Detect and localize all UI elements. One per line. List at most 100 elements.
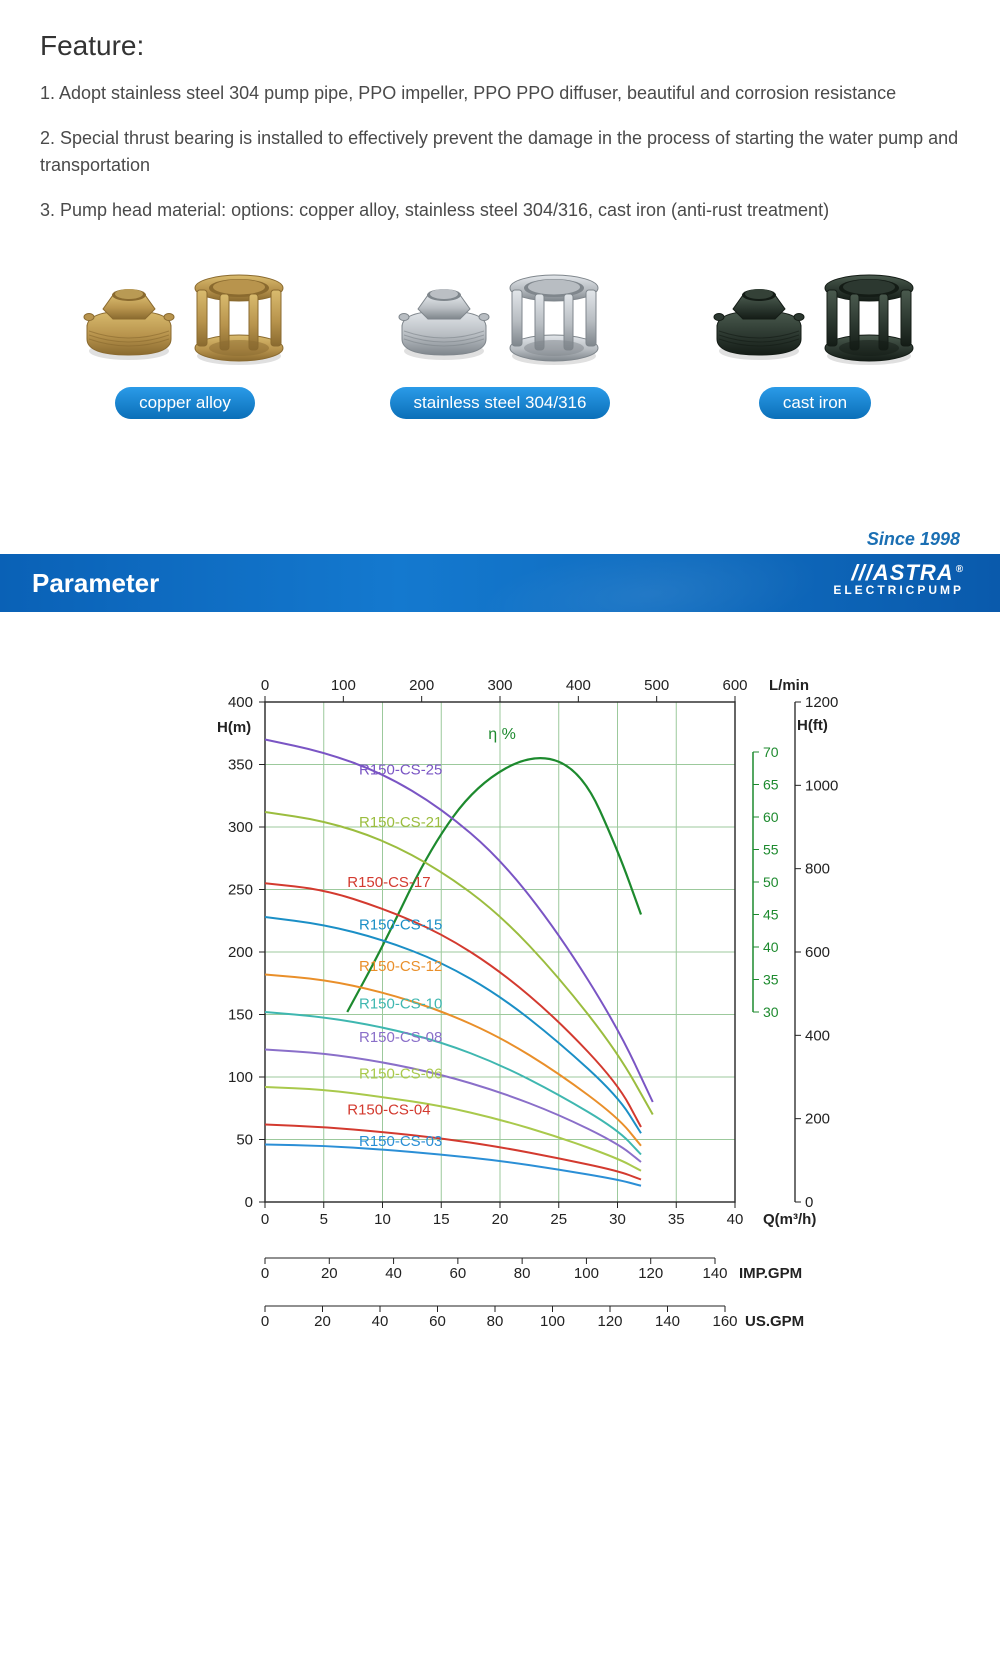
svg-text:350: 350	[228, 757, 253, 774]
material-images	[79, 264, 292, 369]
parameter-banner: Parameter ///ASTRA® ELECTRICPUMP	[0, 554, 1000, 612]
svg-text:80: 80	[487, 1313, 504, 1330]
svg-text:5: 5	[320, 1211, 328, 1228]
series-label: R150-CS-12	[359, 958, 442, 975]
material-block: stainless steel 304/316	[365, 264, 635, 419]
feature-heading: Feature:	[40, 30, 960, 62]
brand-logo-sub: ELECTRICPUMP	[833, 583, 964, 597]
svg-text:35: 35	[763, 972, 779, 988]
performance-chart: 0100200300400500600L/min0501001502002503…	[160, 662, 840, 1382]
svg-text:65: 65	[763, 777, 779, 793]
svg-text:400: 400	[805, 1027, 830, 1044]
svg-text:500: 500	[644, 677, 669, 694]
svg-text:H(ft): H(ft)	[797, 717, 828, 734]
svg-text:800: 800	[805, 861, 830, 878]
feature-section: Feature: 1. Adopt stainless steel 304 pu…	[0, 0, 1000, 459]
svg-text:20: 20	[321, 1265, 338, 1282]
series-label: R150-CS-08	[359, 1029, 442, 1046]
svg-text:40: 40	[385, 1265, 402, 1282]
series-label: R150-CS-03	[359, 1133, 442, 1150]
brand-logo: ///ASTRA® ELECTRICPUMP	[833, 560, 964, 597]
svg-text:H(m): H(m)	[217, 719, 251, 736]
svg-text:200: 200	[805, 1111, 830, 1128]
parameter-banner-row: Since 1998 Parameter ///ASTRA® ELECTRICP…	[0, 529, 1000, 612]
svg-text:45: 45	[763, 907, 779, 923]
svg-text:40: 40	[372, 1313, 389, 1330]
svg-text:150: 150	[228, 1007, 253, 1024]
pump-head-fitting-icon	[394, 269, 494, 364]
material-label: copper alloy	[115, 387, 255, 419]
svg-text:35: 35	[668, 1211, 685, 1228]
pump-head-cage-icon	[817, 264, 922, 369]
svg-text:0: 0	[261, 1211, 269, 1228]
svg-text:40: 40	[763, 939, 779, 955]
svg-text:0: 0	[261, 677, 269, 694]
svg-text:100: 100	[331, 677, 356, 694]
svg-text:60: 60	[450, 1265, 467, 1282]
svg-text:20: 20	[492, 1211, 509, 1228]
svg-text:L/min: L/min	[769, 677, 809, 694]
svg-text:400: 400	[228, 694, 253, 711]
svg-text:η %: η %	[488, 726, 516, 743]
svg-text:55: 55	[763, 842, 779, 858]
svg-text:60: 60	[763, 809, 779, 825]
svg-text:15: 15	[433, 1211, 450, 1228]
material-images	[394, 264, 607, 369]
series-label: R150-CS-21	[359, 814, 442, 831]
material-label: stainless steel 304/316	[390, 387, 611, 419]
svg-text:140: 140	[702, 1265, 727, 1282]
svg-text:25: 25	[550, 1211, 567, 1228]
series-label: R150-CS-04	[347, 1102, 430, 1119]
series-label: R150-CS-06	[359, 1065, 442, 1082]
svg-text:0: 0	[245, 1194, 253, 1211]
material-block: copper alloy	[50, 264, 320, 419]
svg-text:20: 20	[314, 1313, 331, 1330]
brand-since: Since 1998	[0, 529, 1000, 550]
svg-text:100: 100	[574, 1265, 599, 1282]
material-label: cast iron	[759, 387, 871, 419]
svg-text:600: 600	[722, 677, 747, 694]
svg-text:30: 30	[763, 1004, 779, 1020]
feature-item-1: 1. Adopt stainless steel 304 pump pipe, …	[40, 80, 960, 107]
svg-text:100: 100	[540, 1313, 565, 1330]
svg-text:160: 160	[712, 1313, 737, 1330]
svg-text:1200: 1200	[805, 694, 838, 711]
svg-text:IMP.GPM: IMP.GPM	[739, 1265, 802, 1282]
svg-text:120: 120	[597, 1313, 622, 1330]
svg-text:400: 400	[566, 677, 591, 694]
svg-text:300: 300	[228, 819, 253, 836]
material-block: cast iron	[680, 264, 950, 419]
series-label: R150-CS-10	[359, 995, 442, 1012]
svg-text:100: 100	[228, 1069, 253, 1086]
series-label: R150-CS-17	[347, 874, 430, 891]
svg-text:50: 50	[236, 1132, 253, 1149]
svg-text:200: 200	[409, 677, 434, 694]
svg-text:10: 10	[374, 1211, 391, 1228]
svg-text:Q(m³/h): Q(m³/h)	[763, 1211, 816, 1228]
pump-head-cage-icon	[502, 264, 607, 369]
svg-text:200: 200	[228, 944, 253, 961]
series-label: R150-CS-15	[359, 917, 442, 934]
series-label: R150-CS-25	[359, 762, 442, 779]
feature-item-3: 3. Pump head material: options: copper a…	[40, 197, 960, 224]
svg-text:1000: 1000	[805, 777, 838, 794]
svg-text:0: 0	[261, 1265, 269, 1282]
svg-text:30: 30	[609, 1211, 626, 1228]
svg-text:600: 600	[805, 944, 830, 961]
svg-text:US.GPM: US.GPM	[745, 1313, 804, 1330]
materials-row: copper alloy	[40, 264, 960, 419]
parameter-banner-title: Parameter	[32, 568, 159, 599]
svg-text:0: 0	[261, 1313, 269, 1330]
pump-head-fitting-icon	[709, 269, 809, 364]
svg-text:60: 60	[429, 1313, 446, 1330]
feature-item-2: 2. Special thrust bearing is installed t…	[40, 125, 960, 179]
material-images	[709, 264, 922, 369]
performance-chart-wrap: 0100200300400500600L/min0501001502002503…	[0, 662, 1000, 1382]
svg-text:0: 0	[805, 1194, 813, 1211]
pump-head-fitting-icon	[79, 269, 179, 364]
svg-text:40: 40	[727, 1211, 744, 1228]
svg-text:300: 300	[487, 677, 512, 694]
pump-head-cage-icon	[187, 264, 292, 369]
svg-text:80: 80	[514, 1265, 531, 1282]
svg-text:50: 50	[763, 874, 779, 890]
